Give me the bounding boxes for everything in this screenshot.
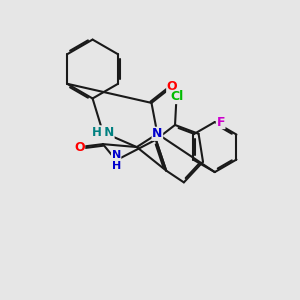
Text: H N: H N [92, 126, 114, 139]
Text: F: F [216, 116, 225, 128]
Text: Cl: Cl [170, 91, 183, 103]
Text: O: O [74, 141, 85, 154]
Text: O: O [167, 80, 177, 93]
Text: N
H: N H [112, 149, 121, 171]
Text: N: N [152, 127, 163, 140]
